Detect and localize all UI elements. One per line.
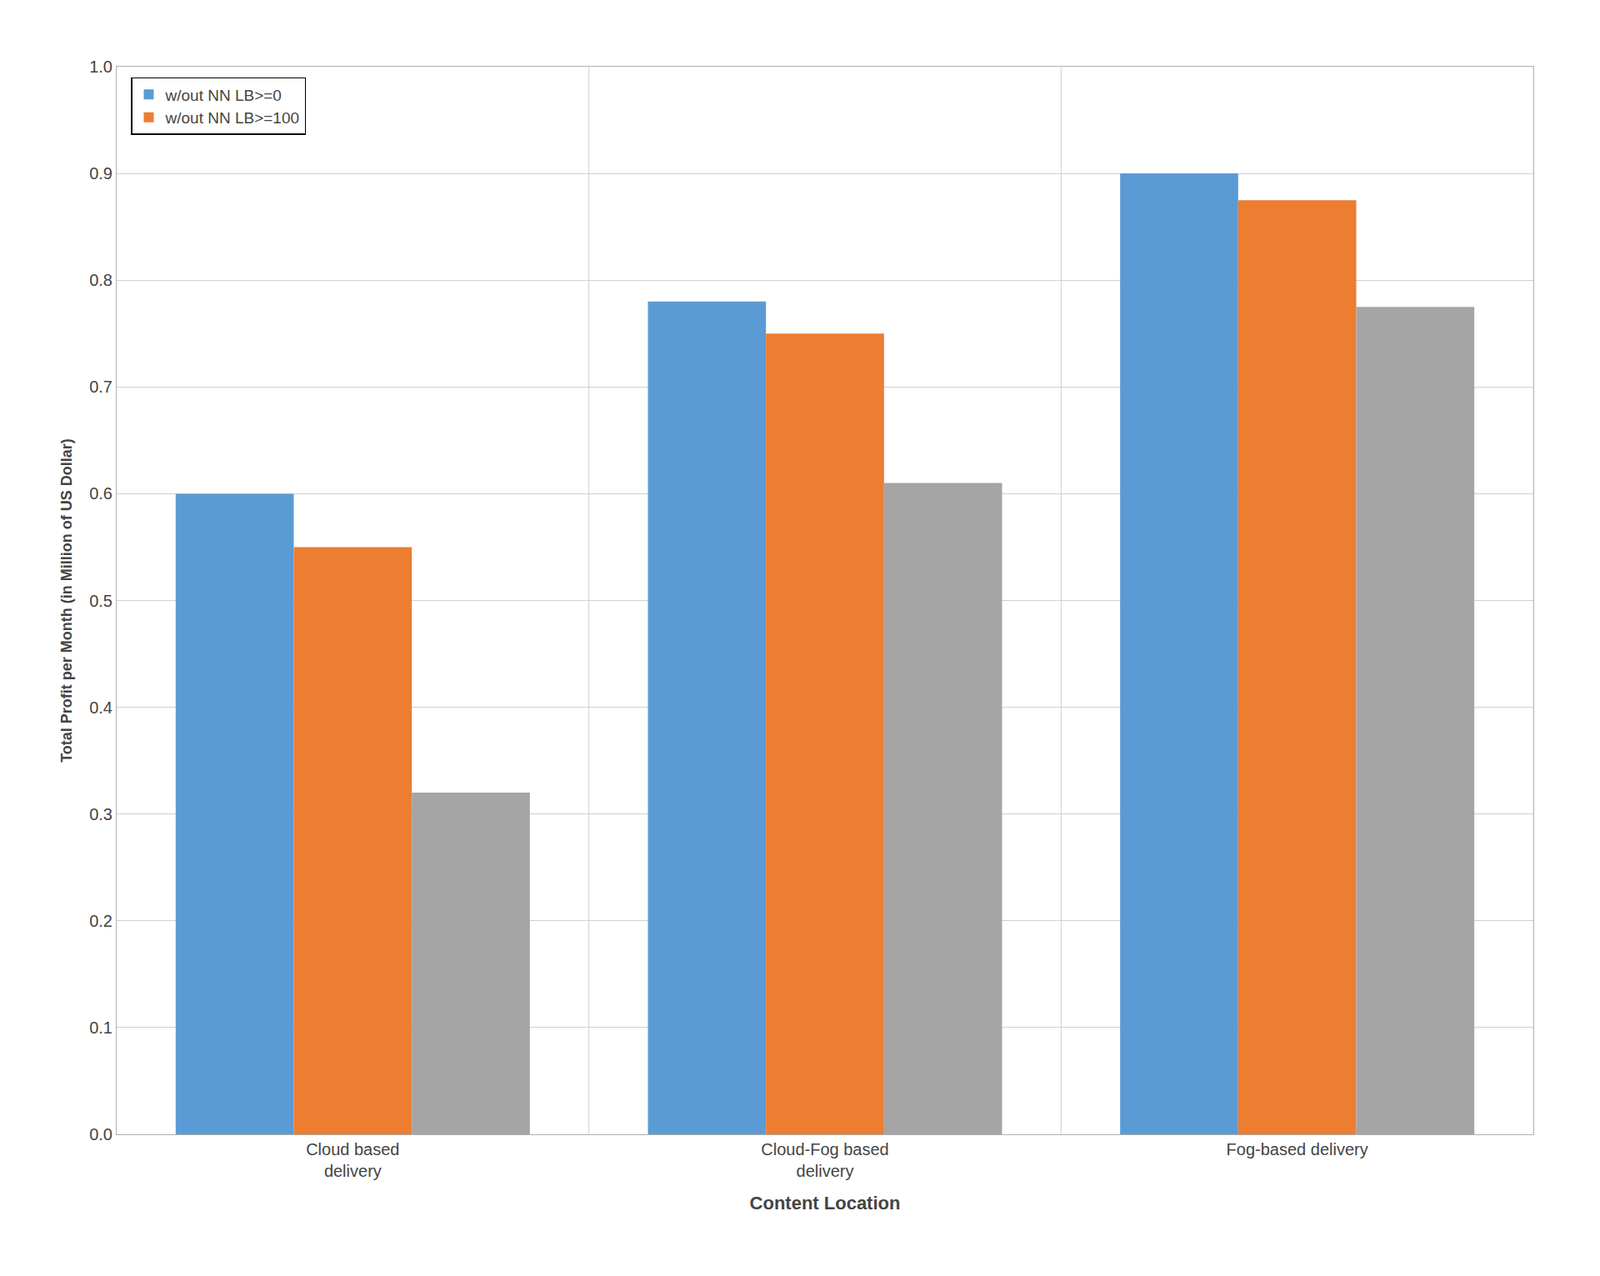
svg-text:0.6: 0.6: [89, 484, 113, 503]
svg-text:0.8: 0.8: [89, 270, 113, 290]
svg-text:0.7: 0.7: [89, 377, 113, 396]
svg-text:Content Location: Content Location: [750, 1192, 901, 1214]
svg-text:0.9: 0.9: [89, 164, 113, 183]
svg-text:0.3: 0.3: [89, 805, 113, 824]
svg-text:1.0: 1.0: [89, 57, 113, 76]
svg-text:0.4: 0.4: [89, 698, 113, 717]
svg-text:Cloud baseddelivery: Cloud baseddelivery: [305, 1140, 400, 1180]
svg-text:Cloud-Fog baseddelivery: Cloud-Fog baseddelivery: [760, 1140, 889, 1180]
svg-text:0.2: 0.2: [89, 911, 113, 930]
svg-text:Total Profit per Month (in Mil: Total Profit per Month (in Million of US…: [58, 438, 75, 763]
svg-text:Fog-based delivery: Fog-based delivery: [1226, 1140, 1369, 1159]
svg-text:w/out NN LB>=100: w/out NN LB>=100: [165, 109, 300, 127]
svg-text:w/out NN LB>=0: w/out NN LB>=0: [165, 86, 282, 105]
svg-text:0.1: 0.1: [89, 1018, 113, 1037]
svg-text:0.0: 0.0: [89, 1125, 113, 1144]
svg-text:0.5: 0.5: [89, 591, 113, 610]
